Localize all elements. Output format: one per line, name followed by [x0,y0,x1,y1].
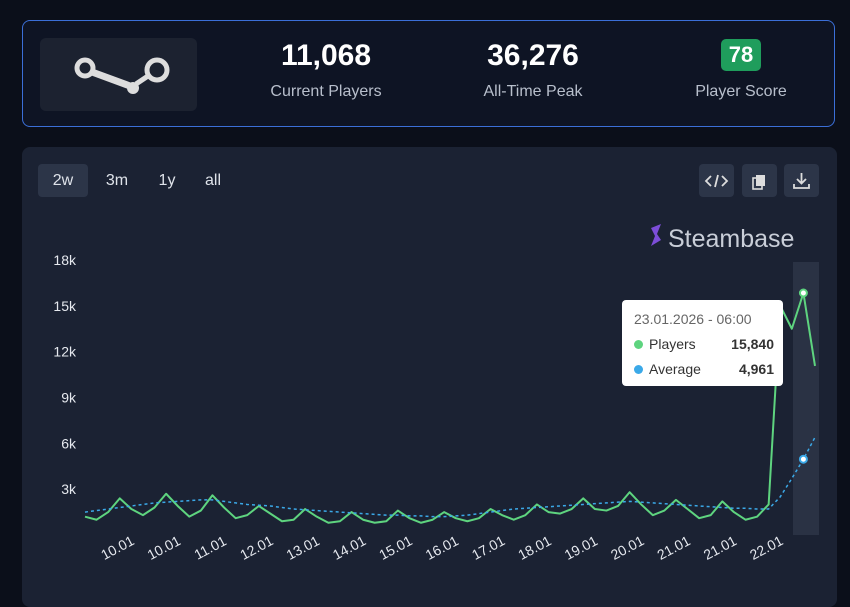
x-tick-label: 21.01 [654,532,693,563]
series-line [84,292,816,524]
hover-point [798,454,808,464]
game-logo [40,38,197,111]
y-tick-label: 6k [61,435,77,451]
y-tick-label: 18k [53,252,77,268]
x-tick-label: 15.01 [376,532,415,563]
range-tab[interactable]: 2w [38,164,88,197]
x-tick-label: 17.01 [469,532,508,563]
x-tick-label: 14.01 [330,532,369,563]
tooltip-value: 4,961 [738,361,774,377]
stat: 11,068 Current Players [236,39,416,101]
x-tick-label: 11.01 [191,532,229,562]
hover-point [798,288,808,298]
y-tick-label: 3k [61,481,77,497]
x-tick-label: 10.01 [145,532,184,563]
brand: Steambase [668,225,794,253]
tooltip-date: 23.01.2026 - 06:00 [634,311,752,327]
stat-value: 11,068 [280,39,372,72]
stat-value: 36,276 [487,39,579,72]
x-tick-label: 18.01 [515,532,554,563]
x-tick-label: 12.01 [237,532,276,563]
range-tab[interactable]: 3m [105,172,129,189]
range-tab[interactable]: all [204,172,221,189]
steam-icon [74,57,170,94]
tooltip-row: Average 4,961 [634,361,774,377]
x-tick-label: 20.01 [608,532,647,563]
stats-card: 11,068 Current Players 36,276 All-Time Pea… [22,20,835,127]
tooltip-name: Average [649,361,701,377]
stat-label: All-Time Peak [483,83,583,100]
download-button[interactable] [784,164,819,197]
brand-icon [651,224,661,246]
tooltip-value: 15,840 [731,336,774,352]
x-tick-label: 22.01 [747,532,786,563]
series-line [84,436,816,518]
y-tick-label: 9k [61,390,77,406]
copy-button[interactable] [742,164,777,197]
tooltip-row: Players 15,840 [634,336,774,352]
stat-label: Player Score [695,83,787,100]
score-badge: 78 [720,39,762,71]
tooltip-name: Players [649,336,696,352]
stat: 36,276 All-Time Peak [443,39,623,101]
x-tick-label: 10.01 [98,532,137,563]
x-tick-label: 16.01 [423,532,462,563]
y-tick-label: 15k [53,298,77,314]
y-tick-label: 12k [53,344,77,360]
x-tick-label: 19.01 [562,532,601,563]
range-tab[interactable]: 1y [158,172,176,189]
stat-label: Current Players [270,83,382,100]
stat: 78 Player Score [651,39,831,101]
tooltip: 23.01.2026 - 06:00 Players 15,840 Average… [622,300,783,386]
x-tick-label: 21.01 [701,532,740,563]
x-tick-label: 13.01 [284,532,323,563]
embed-button[interactable] [699,164,734,197]
